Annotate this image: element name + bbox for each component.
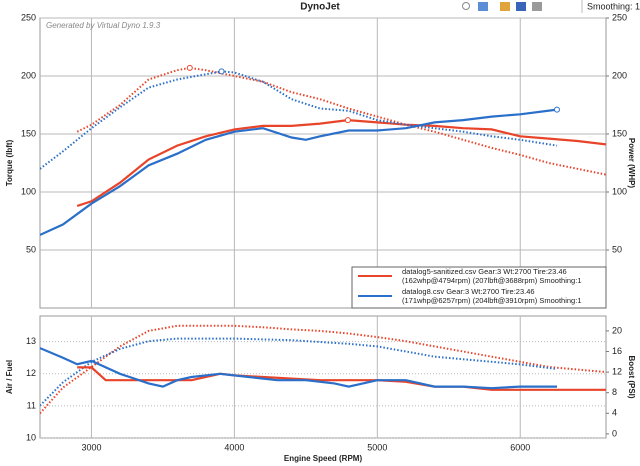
smoothing-label[interactable]: Smoothing: 1 [587, 1, 640, 11]
y2-axis-title: Power (WHP) [627, 138, 636, 189]
y-axis-title: Torque (lbft) [5, 139, 14, 186]
watermark: Generated by Virtual Dyno 1.9.3 [46, 21, 161, 30]
x-axis-title: Engine Speed (RPM) [284, 454, 363, 463]
y-tick-label: 10 [26, 432, 36, 442]
zoom-icon[interactable] [462, 2, 470, 10]
series-line [40, 347, 557, 390]
legend-box [351, 266, 607, 309]
y2-tick-label: 250 [612, 12, 627, 22]
y-tick-label: 200 [21, 70, 36, 80]
series-line [40, 324, 606, 414]
y2-tick-label: 50 [612, 244, 622, 254]
y2-tick-label: 4 [612, 408, 617, 418]
y-tick-label: 11 [27, 400, 36, 410]
toolbar-icons [462, 0, 583, 13]
x-tick-label: 3000 [81, 442, 101, 452]
legend-text: datalog5-sanitized.csv Gear:3 Wt:2700 Ti… [402, 267, 567, 276]
peak-marker [553, 106, 560, 113]
y-axis-title: Air / Fuel [5, 360, 14, 394]
print-icon[interactable] [532, 2, 542, 11]
y2-tick-label: 8 [612, 387, 617, 397]
y-tick-label: 100 [21, 186, 36, 196]
x-tick-label: 6000 [510, 442, 530, 452]
y2-tick-label: 12 [612, 366, 622, 376]
y2-tick-label: 0 [612, 428, 617, 438]
save-icon[interactable] [516, 2, 526, 11]
series-line [76, 118, 606, 207]
y-tick-label: 150 [21, 128, 36, 138]
series-line [40, 108, 558, 236]
y2-tick-label: 16 [612, 346, 622, 356]
y-tick-label: 250 [21, 12, 36, 22]
y-tick-label: 13 [26, 336, 36, 346]
y2-tick-label: 200 [612, 70, 627, 80]
y2-axis-title: Boost (PSI) [627, 355, 636, 398]
y-tick-label: 50 [26, 244, 36, 254]
y2-tick-label: 100 [612, 186, 627, 196]
window-title: DynoJet [300, 2, 340, 13]
series-line [76, 66, 606, 176]
series-line [40, 70, 558, 170]
plot-area [39, 315, 607, 439]
legend-text: (171whp@6257rpm) (204lbft@3910rpm) Smoot… [402, 296, 582, 305]
legend-text: datalog8.csv Gear:3 Wt:2700 Tire:23.46 [402, 287, 535, 296]
y2-tick-label: 150 [612, 128, 627, 138]
y2-tick-label: 20 [612, 325, 622, 335]
plot-area [39, 17, 607, 309]
peak-marker [186, 64, 193, 71]
filter-icon[interactable] [478, 2, 488, 11]
x-tick-label: 4000 [224, 442, 244, 452]
y-tick-label: 12 [26, 368, 36, 378]
peak-marker [218, 68, 225, 75]
open-icon[interactable] [500, 2, 510, 11]
x-tick-label: 5000 [367, 442, 387, 452]
legend-text: (162whp@4794rpm) (207lbft@3688rpm) Smoot… [402, 276, 582, 285]
peak-marker [344, 117, 351, 124]
series-line [40, 337, 558, 407]
